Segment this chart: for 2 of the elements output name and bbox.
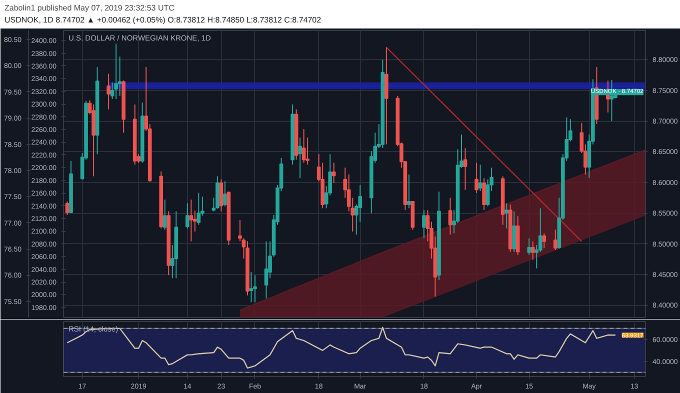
text: Zabolin1 published May 07, 2019 23:32:53 UTC	[4, 4, 175, 12]
text: USDNOK, 1D 8.74702 ▲ +0.00462 (+0.05%) O:8.73812 H:8.74850 L:8.73812 C:8.74702	[4, 16, 322, 24]
